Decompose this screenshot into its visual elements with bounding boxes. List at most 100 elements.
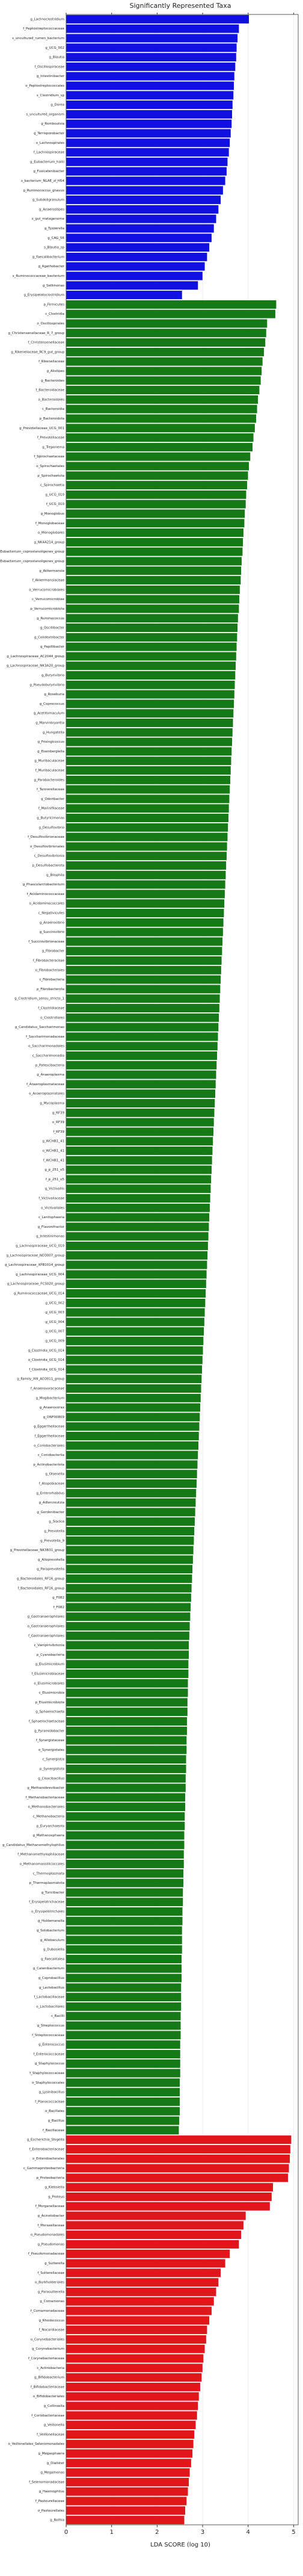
bar [66, 1241, 209, 1251]
x-tick-label: 5 [292, 2529, 295, 2536]
y-tick-label: s_Clostridium_sp [37, 94, 65, 98]
y-tick-label: s_Blautia_sp [44, 246, 64, 250]
y-tick-label: g_Bilophila [46, 873, 64, 877]
y-tick-label: f_Saccharimonadaceae [26, 1035, 64, 1039]
y-tick-label: f_Coriobacteriaceae [31, 2414, 64, 2418]
bar [66, 1631, 190, 1641]
bar [66, 290, 183, 300]
y-tick-label: f_p_251_o5 [46, 1178, 65, 1181]
bar [66, 90, 234, 100]
y-tick-label: g_Veillonella [44, 2424, 64, 2427]
y-tick-label: f_Moraxellaceae [38, 2224, 65, 2228]
y-tick-label: c_Thermoplasmata [33, 1872, 64, 1875]
y-tick-label: g_Lachnospiraceae_FCS020_group [7, 1283, 65, 1286]
bar [66, 1118, 215, 1127]
bar [66, 1717, 188, 1726]
y-tick-label: g_Staphylococcus [35, 2062, 64, 2066]
y-tick-label: f_Streptococcaceae [32, 2034, 64, 2037]
y-tick-label: g_UCG_004 [45, 1321, 64, 1324]
bar [66, 870, 226, 880]
y-tick-label: f_Pseudomonadaceae [28, 2252, 65, 2256]
bar [66, 1812, 185, 1821]
y-tick-label: g_F082 [52, 1596, 64, 1600]
y-tick-label: g_UCG_007 [45, 1330, 64, 1334]
bar [66, 72, 235, 81]
y-tick-label: f_Sutterellaceae [38, 2271, 65, 2275]
y-tick-label: g_Ruminococcus [37, 617, 64, 621]
y-tick-label: g_Anaeroplasma [37, 1073, 64, 1077]
y-tick-label: s_uncultured_organism [26, 113, 64, 116]
y-tick-label: g_Turicibacter [41, 1891, 65, 1895]
y-tick-label: o_Saccharimonadales [28, 1045, 64, 1048]
y-tick-label: g_Muribaculaceae [34, 760, 64, 763]
y-tick-label: o_Fibrobacterales [35, 968, 64, 972]
y-tick-label: g_Treponema [42, 445, 64, 449]
y-tick-label: o_Gastranaerophilales [28, 1624, 64, 1628]
bar [66, 1679, 189, 1688]
bar [66, 937, 223, 946]
y-tick-label: o_Corynebacteriales [31, 2338, 64, 2341]
bar [66, 471, 248, 480]
y-tick-label: g_Hungatella [43, 731, 64, 734]
y-tick-label: f_Atopobiaceae [39, 1482, 65, 1485]
bar [66, 2021, 181, 2031]
bar [66, 794, 230, 803]
y-tick-label: g_Slackia [49, 1520, 64, 1524]
bar [66, 2069, 181, 2078]
y-tick-label: f_Lachnospiraceae [34, 151, 65, 155]
bar [66, 2230, 242, 2240]
y-tick-label: g_Bacteroidales_RF16_group [17, 1577, 65, 1581]
bar [66, 1745, 187, 1754]
bar [66, 1251, 208, 1260]
y-tick-label: g_Eubacterium_hallii [30, 160, 64, 164]
y-tick-label: g_Olsenella [45, 1473, 64, 1476]
y-tick-label: g_Prevotellaceae_UCG_001 [19, 427, 64, 430]
y-tick-label: p_Firmicutes [44, 303, 65, 306]
y-tick-label: f_Fibrobacteraceae [33, 959, 65, 963]
bar [66, 2030, 181, 2040]
bar [66, 927, 224, 937]
bar [66, 195, 221, 205]
bar [66, 423, 256, 433]
y-tick-label: g_Tyzzerella [44, 227, 64, 231]
bar [66, 2410, 198, 2420]
y-tick-label: g_Eisenbergiella [37, 750, 64, 754]
y-tick-label: f_Lactobacillaceae [34, 1996, 64, 1999]
y-tick-label: f_Victivallaceae [38, 1197, 64, 1201]
y-tick-label: g_Eubacterium_coprostanoligenes_group [0, 550, 65, 554]
bar [66, 1659, 189, 1669]
bar [66, 1878, 184, 1888]
bar [66, 2382, 201, 2392]
bar [66, 613, 239, 623]
y-tick-label: g_Alloprevotella [38, 1558, 64, 1562]
bar [66, 851, 227, 861]
bar [66, 2059, 181, 2069]
y-tick-label: g_Terrisporobacter [34, 132, 65, 135]
y-tick-label: o_Staphylococcales [32, 2081, 64, 2085]
bar [66, 1916, 183, 1926]
bar [66, 2430, 195, 2439]
bar [66, 2087, 180, 2097]
y-tick-label: g_Romboutsia [41, 122, 64, 126]
bar [66, 2164, 290, 2173]
bar [66, 100, 233, 110]
y-tick-label: g_Erysipelatoclostridium [23, 294, 64, 297]
bar [66, 2240, 239, 2249]
y-tick-label: g_Monoglobus [41, 512, 65, 516]
y-tick-label: f_Rikenellaceae [38, 360, 64, 364]
y-tick-label: g_UCG_002 [45, 1301, 64, 1305]
y-tick-label: g_Adlercreutzia [39, 1501, 64, 1505]
y-tick-label: g_Escherichia_Shigella [27, 2138, 64, 2142]
bar [66, 1079, 216, 1089]
bar [66, 2277, 219, 2287]
bar [66, 1374, 202, 1384]
bar [66, 1574, 192, 1584]
bar [66, 2353, 204, 2364]
bar [66, 566, 242, 575]
bar [66, 1403, 201, 1413]
y-tick-label: f_Tannerellaceae [37, 788, 65, 791]
bar [66, 880, 226, 890]
y-tick-label: g_Intestinibacter [37, 75, 65, 78]
y-tick-label: o_Bacillales [45, 2110, 64, 2113]
y-tick-label: c_Methanobacteria [33, 1815, 64, 1818]
